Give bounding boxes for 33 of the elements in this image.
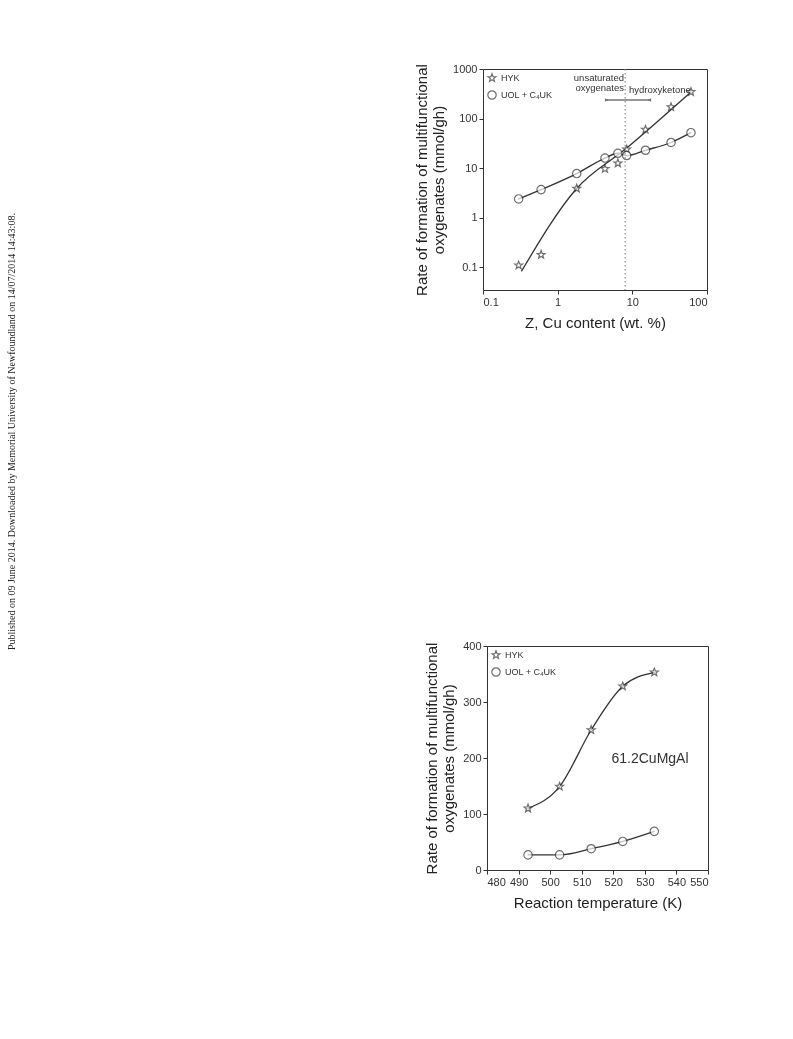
y-tick-label: 1000 bbox=[453, 62, 478, 75]
legend-label: UOL + C₄UK bbox=[505, 667, 557, 677]
x-tick-label: 10 bbox=[626, 295, 639, 308]
y-tick-label: 200 bbox=[463, 751, 482, 764]
x-tick-label: 100 bbox=[689, 295, 708, 308]
legend-label: HYK bbox=[505, 650, 524, 660]
x-tick-label: 490 bbox=[509, 875, 529, 888]
y-axis-title: Rate of formation of multifunctional oxygenates (mmol/gh) bbox=[423, 642, 458, 875]
x-tick-label: 530 bbox=[636, 875, 655, 888]
y-tick-label: 1 bbox=[471, 211, 478, 224]
x-tick-label: 550 bbox=[690, 875, 709, 888]
y-tick-label: 100 bbox=[459, 112, 478, 125]
y-tick-label: 0 bbox=[475, 863, 482, 876]
legend-label: UOL + C₄UK bbox=[501, 90, 553, 100]
y-axis-title: Rate of formation of multifunctional oxygenates (mmol/gh) bbox=[413, 64, 448, 296]
annotation: unsaturated oxygenates bbox=[573, 72, 625, 93]
x-tick-label: 510 bbox=[573, 875, 592, 888]
y-tick-label: 100 bbox=[463, 807, 482, 820]
y-tick-label: 10 bbox=[465, 161, 478, 174]
x-tick-label: 520 bbox=[604, 875, 623, 888]
y-tick-label: 300 bbox=[463, 695, 482, 708]
annotation: 61.2CuMgAl bbox=[611, 750, 689, 766]
x-tick-label: 500 bbox=[541, 875, 560, 888]
x-tick-label: 1 bbox=[555, 295, 562, 308]
legend-label: HYK bbox=[501, 73, 520, 83]
y-tick-label: 0.1 bbox=[462, 260, 478, 273]
x-tick-label: 540 bbox=[667, 875, 687, 888]
x-axis-title: Z, Cu content (wt. %) bbox=[525, 313, 666, 331]
text: Published on 09 June 2014. Downloaded by Memorial University of Newfoundland on 14/07/2014 14:43:08. bbox=[6, 213, 17, 650]
x-tick-label: 0.1 bbox=[483, 295, 499, 308]
x-axis-title: Reaction temperature (K) bbox=[513, 893, 683, 911]
x-tick-label: 480 bbox=[487, 875, 506, 888]
y-tick-label: 400 bbox=[463, 639, 482, 652]
